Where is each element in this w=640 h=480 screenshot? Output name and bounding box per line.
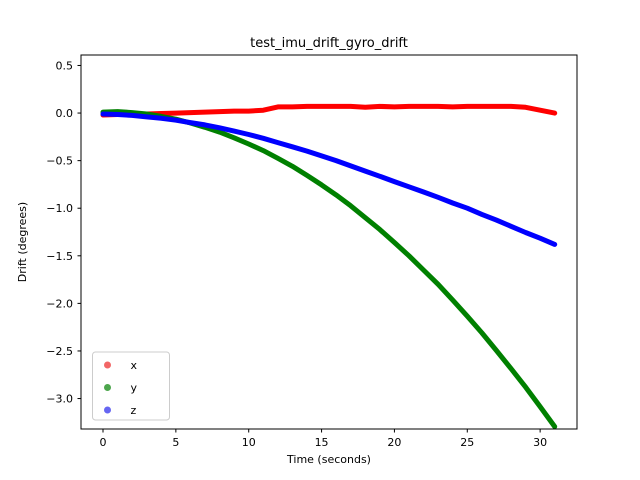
- chart-title: test_imu_drift_gyro_drift: [250, 36, 408, 51]
- x-tick-label: 20: [387, 436, 401, 449]
- legend-box: [92, 351, 170, 421]
- y-tick-label: 0.0: [56, 107, 74, 120]
- legend: xyz: [92, 351, 170, 421]
- x-tick-label: 30: [533, 436, 547, 449]
- legend-label-x: x: [131, 359, 138, 372]
- legend-label-z: z: [131, 404, 137, 417]
- series-z-trace: [100, 111, 558, 247]
- x-tick-label: 0: [100, 436, 107, 449]
- y-axis-label: Drift (degrees): [16, 202, 29, 282]
- x-tick-label: 10: [242, 436, 256, 449]
- y-tick-label: −2.0: [46, 297, 73, 310]
- y-tick-label: −1.0: [46, 202, 73, 215]
- legend-marker-x-icon: [104, 361, 111, 369]
- y-tick-label: −3.0: [46, 393, 73, 406]
- x-tick-label: 15: [315, 436, 329, 449]
- y-tick-label: −0.5: [46, 155, 73, 168]
- axes-frame: [80, 54, 578, 430]
- y-axis: 0.5 0.0 −0.5 −1.0 −1.5 −2.0 −2.5 −3.0: [46, 59, 81, 406]
- x-tick-label: 25: [460, 436, 474, 449]
- legend-marker-y-icon: [104, 384, 111, 391]
- y-tick-label: −1.5: [46, 250, 73, 263]
- legend-marker-z-icon: [104, 406, 111, 414]
- series-group: [100, 103, 558, 430]
- series-x-trace: [100, 103, 558, 118]
- y-tick-label: 0.5: [56, 59, 74, 72]
- x-axis-label: Time (seconds): [286, 453, 371, 466]
- legend-label-y: y: [131, 382, 138, 395]
- y-tick-label: −2.5: [46, 345, 73, 358]
- x-axis: 0 5 10 15 20 25 30: [100, 429, 547, 449]
- x-tick-label: 5: [172, 436, 179, 449]
